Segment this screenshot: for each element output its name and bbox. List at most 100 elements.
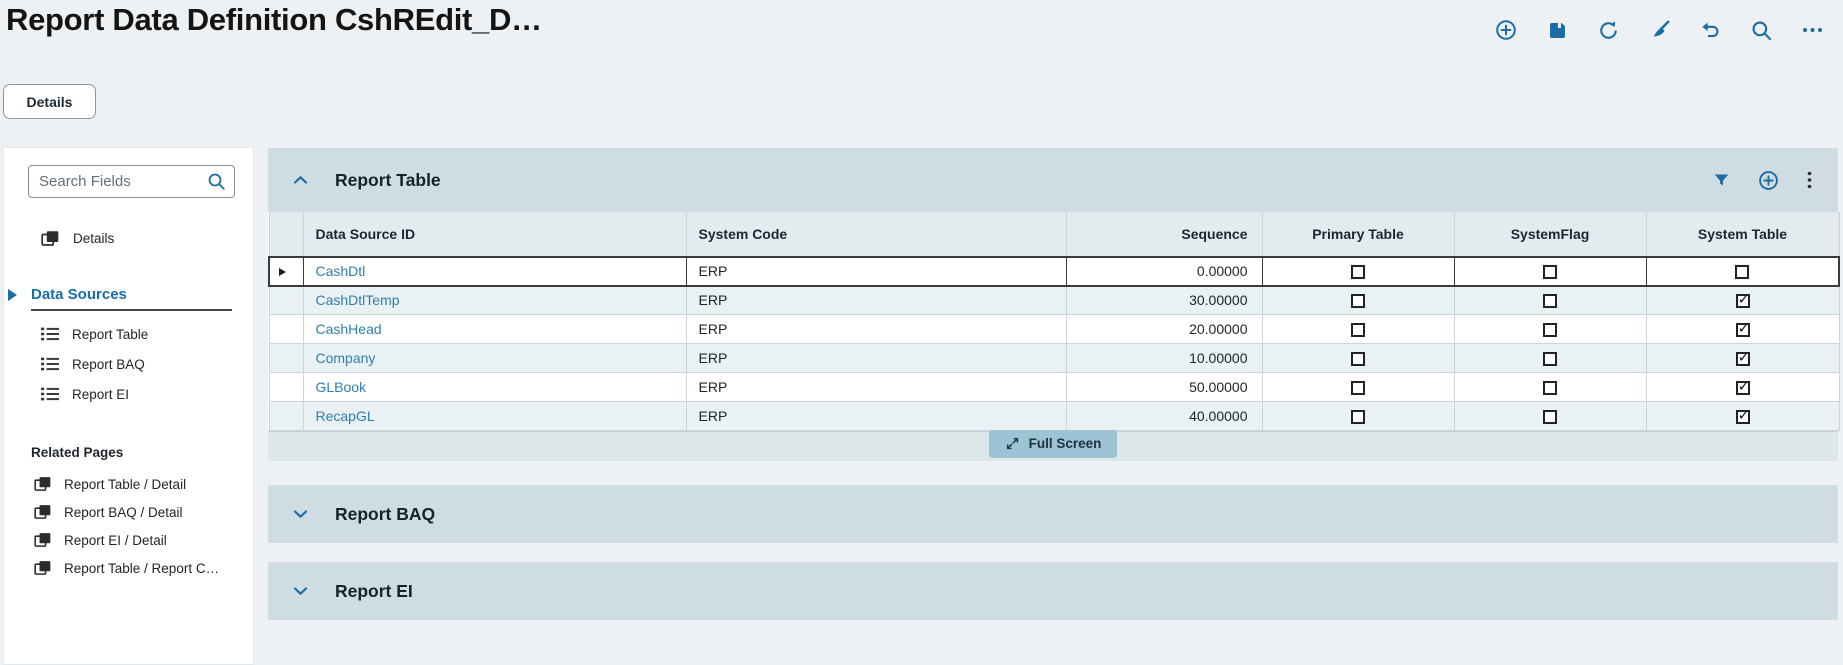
overflow-menu-button[interactable]: [1801, 19, 1823, 41]
cell-system_code[interactable]: ERP: [685, 372, 1067, 402]
column-header-system_code[interactable]: System Code: [685, 212, 1067, 257]
collapse-panel-button[interactable]: [293, 175, 308, 185]
expand-panel-button[interactable]: [293, 586, 308, 596]
cell-sequence[interactable]: 50.00000: [1065, 372, 1263, 402]
cell-data_source_id[interactable]: CashDtlTemp: [302, 285, 687, 315]
column-header-system_flag[interactable]: SystemFlag: [1453, 212, 1647, 257]
sidebar-item-details[interactable]: Details: [4, 223, 253, 253]
sidebar-item-report-table[interactable]: Report Table: [4, 319, 253, 349]
row-selector[interactable]: [268, 285, 304, 315]
cell-link[interactable]: CashDtlTemp: [315, 292, 400, 309]
cell-primary_table[interactable]: [1261, 285, 1455, 315]
cell-sequence[interactable]: 20.00000: [1065, 314, 1263, 344]
cell-system_table[interactable]: [1645, 255, 1840, 287]
full-screen-button[interactable]: Full Screen: [988, 429, 1118, 458]
checkbox-system_table[interactable]: ✓: [1735, 379, 1750, 396]
row-selector[interactable]: [268, 255, 304, 287]
cell-data_source_id[interactable]: Company: [302, 343, 687, 373]
add-button[interactable]: [1495, 19, 1517, 41]
checkbox-system_table[interactable]: [1735, 265, 1750, 280]
column-header-sequence[interactable]: Sequence: [1065, 212, 1263, 257]
cell-data_source_id[interactable]: CashDtl: [302, 255, 687, 287]
cell-system_flag[interactable]: [1453, 314, 1647, 344]
sidebar-section-header[interactable]: Data Sources: [4, 283, 253, 305]
checkbox-system_flag[interactable]: [1543, 352, 1557, 367]
sidebar-item-report-table-detail[interactable]: Report Table / Detail: [4, 470, 253, 498]
cell-system_code[interactable]: ERP: [685, 314, 1067, 344]
cell-system_table[interactable]: ✓: [1645, 314, 1840, 344]
checkbox-system_table[interactable]: ✓: [1735, 350, 1750, 367]
cell-system_table[interactable]: ✓: [1645, 285, 1840, 315]
column-header-data_source_id[interactable]: Data Source ID: [302, 212, 687, 257]
cell-sequence[interactable]: 40.00000: [1065, 401, 1263, 431]
tab-details-label: Details: [26, 93, 73, 110]
checkbox-system_flag[interactable]: [1543, 294, 1557, 309]
checkbox-primary_table[interactable]: [1351, 352, 1365, 367]
undo-button[interactable]: [1699, 19, 1721, 41]
checkbox-system_flag[interactable]: [1543, 323, 1557, 338]
cell-system_table[interactable]: ✓: [1645, 401, 1840, 431]
search-button[interactable]: [1750, 19, 1772, 41]
cell-data_source_id[interactable]: CashHead: [302, 314, 687, 344]
sidebar-item-report-table-report-criteria[interactable]: Report Table / Report C…: [4, 554, 253, 582]
row-selector[interactable]: [268, 372, 304, 402]
search-fields-input[interactable]: [28, 165, 235, 198]
cell-sequence[interactable]: 30.00000: [1065, 285, 1263, 315]
checkbox-system_flag[interactable]: [1543, 410, 1557, 425]
checkbox-system_flag[interactable]: [1543, 265, 1557, 280]
row-selector[interactable]: [268, 401, 304, 431]
refresh-button[interactable]: [1597, 19, 1619, 41]
cell-primary_table[interactable]: [1261, 314, 1455, 344]
cell-primary_table[interactable]: [1261, 255, 1455, 287]
cell-system_code[interactable]: ERP: [685, 343, 1067, 373]
sidebar-item-report-ei[interactable]: Report EI: [4, 379, 253, 409]
grid-filter-button[interactable]: [1713, 172, 1730, 189]
grid-add-row-button[interactable]: [1758, 170, 1779, 191]
pages-icon: [34, 477, 51, 491]
checkbox-system_table[interactable]: ✓: [1735, 408, 1750, 425]
cell-sequence[interactable]: 10.00000: [1065, 343, 1263, 373]
column-header-system_table[interactable]: System Table: [1645, 212, 1840, 257]
cell-data_source_id[interactable]: RecapGL: [302, 401, 687, 431]
save-button[interactable]: [1546, 19, 1568, 41]
checkbox-primary_table[interactable]: [1351, 265, 1365, 280]
cell-system_table[interactable]: ✓: [1645, 343, 1840, 373]
cell-link[interactable]: RecapGL: [315, 408, 375, 424]
cell-data_source_id[interactable]: GLBook: [302, 372, 687, 402]
checkbox-system_flag[interactable]: [1543, 381, 1557, 396]
cell-sequence[interactable]: 0.00000: [1065, 255, 1263, 287]
sidebar-item-report-baq[interactable]: Report BAQ: [4, 349, 253, 379]
checkbox-system_table[interactable]: ✓: [1735, 292, 1750, 309]
checkbox-primary_table[interactable]: [1351, 294, 1365, 309]
checkbox-primary_table[interactable]: [1351, 410, 1365, 425]
cell-system_code[interactable]: ERP: [685, 285, 1067, 315]
cell-link[interactable]: CashDtl: [315, 263, 366, 279]
cell-link[interactable]: GLBook: [315, 379, 367, 395]
checkbox-primary_table[interactable]: [1351, 381, 1365, 396]
cell-link[interactable]: CashHead: [315, 321, 382, 337]
cell-link[interactable]: Company: [315, 350, 376, 366]
cell-primary_table[interactable]: [1261, 343, 1455, 373]
cell-system_flag[interactable]: [1453, 372, 1647, 402]
cell-system_flag[interactable]: [1453, 343, 1647, 373]
cell-system_flag[interactable]: [1453, 255, 1647, 287]
expand-panel-button[interactable]: [293, 509, 308, 519]
cell-primary_table[interactable]: [1261, 401, 1455, 431]
cell-system_flag[interactable]: [1453, 285, 1647, 315]
tab-details[interactable]: Details: [3, 84, 96, 119]
plus-circle-icon: [1496, 20, 1516, 40]
row-selector[interactable]: [268, 343, 304, 373]
row-selector[interactable]: [268, 314, 304, 344]
grid-menu-button[interactable]: [1807, 171, 1812, 189]
column-header-primary_table[interactable]: Primary Table: [1261, 212, 1455, 257]
clear-button[interactable]: [1648, 19, 1670, 41]
cell-primary_table[interactable]: [1261, 372, 1455, 402]
checkbox-primary_table[interactable]: [1351, 323, 1365, 338]
cell-system_code[interactable]: ERP: [685, 255, 1067, 287]
checkbox-system_table[interactable]: ✓: [1735, 321, 1750, 338]
sidebar-item-report-baq-detail[interactable]: Report BAQ / Detail: [4, 498, 253, 526]
cell-system_table[interactable]: ✓: [1645, 372, 1840, 402]
sidebar-item-report-ei-detail[interactable]: Report EI / Detail: [4, 526, 253, 554]
cell-system_code[interactable]: ERP: [685, 401, 1067, 431]
cell-system_flag[interactable]: [1453, 401, 1647, 431]
